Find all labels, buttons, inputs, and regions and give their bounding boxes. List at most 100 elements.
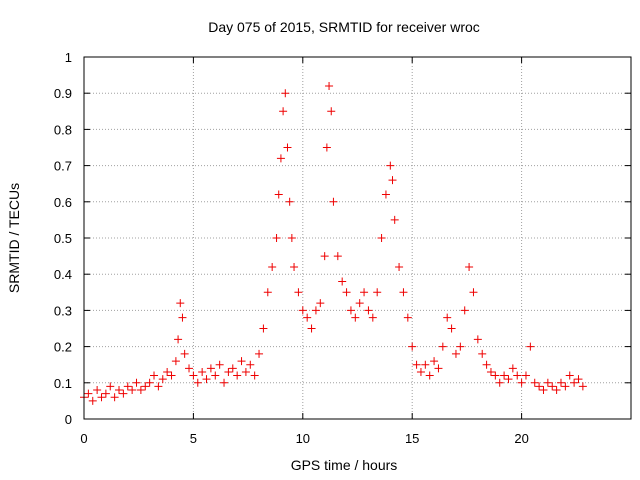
- data-point: [123, 382, 132, 391]
- data-point: [198, 367, 207, 376]
- data-point: [574, 375, 583, 384]
- data-point: [274, 190, 283, 199]
- data-point: [202, 375, 211, 384]
- data-point: [307, 324, 316, 333]
- data-point: [233, 371, 242, 380]
- data-point: [220, 378, 229, 387]
- data-point: [434, 364, 443, 373]
- data-point: [578, 382, 587, 391]
- data-point: [478, 349, 487, 358]
- data-point: [395, 262, 404, 271]
- data-point: [158, 375, 167, 384]
- data-point: [285, 197, 294, 206]
- data-point: [283, 143, 292, 152]
- data-point: [399, 288, 408, 297]
- data-point: [570, 378, 579, 387]
- data-point: [465, 262, 474, 271]
- data-point: [460, 306, 469, 315]
- data-point: [416, 367, 425, 376]
- data-point: [303, 313, 312, 322]
- data-point: [565, 371, 574, 380]
- data-point: [482, 360, 491, 369]
- y-tick-label: 0.8: [54, 122, 72, 137]
- data-point: [329, 197, 338, 206]
- data-point: [290, 262, 299, 271]
- data-point: [556, 378, 565, 387]
- data-point: [141, 382, 150, 391]
- data-point: [287, 234, 296, 242]
- x-tick-label: 0: [80, 431, 87, 446]
- data-point: [237, 357, 246, 366]
- data-point: [167, 371, 176, 380]
- y-tick-label: 0.6: [54, 195, 72, 210]
- y-tick-label: 0.7: [54, 159, 72, 174]
- data-point: [443, 313, 452, 322]
- y-tick-label: 0.3: [54, 303, 72, 318]
- data-point: [193, 378, 202, 387]
- y-axis-label: SRMTID / TECUs: [6, 183, 22, 293]
- data-point: [513, 371, 522, 380]
- chart-title: Day 075 of 2015, SRMTID for receiver wro…: [208, 19, 480, 35]
- data-point: [535, 382, 544, 391]
- data-point: [421, 360, 430, 369]
- data-point: [178, 313, 187, 322]
- x-tick-label: 15: [405, 431, 419, 446]
- data-point: [412, 360, 421, 369]
- y-tick-label: 0.2: [54, 340, 72, 355]
- data-point: [88, 396, 97, 405]
- data-point: [93, 386, 102, 395]
- data-point: [106, 382, 115, 391]
- data-point: [84, 389, 93, 398]
- data-point: [101, 389, 110, 398]
- data-point: [351, 313, 360, 322]
- data-point: [215, 360, 224, 369]
- data-point: [272, 234, 281, 242]
- x-axis-label: GPS time / hours: [291, 457, 398, 473]
- data-point: [136, 386, 145, 395]
- y-axis-ticks: 0 0.1 0.2 0.3 0.4 0.5 0.6 0.7 0.8 0.9 1: [54, 50, 631, 427]
- plot-frame: [83, 56, 632, 420]
- data-point: [174, 335, 183, 344]
- y-tick-label: 0.1: [54, 376, 72, 391]
- data-point: [438, 342, 447, 351]
- data-point: [316, 299, 325, 308]
- data-point: [386, 161, 395, 170]
- data-point: [355, 299, 364, 308]
- data-point: [500, 371, 509, 380]
- data-point: [495, 378, 504, 387]
- y-tick-label: 1: [65, 50, 72, 65]
- data-point: [119, 389, 128, 398]
- data-point: [543, 378, 552, 387]
- data-point: [180, 349, 189, 358]
- grid: [84, 57, 631, 419]
- data-point: [128, 386, 137, 395]
- data-point: [294, 288, 303, 297]
- data-point: [176, 299, 185, 308]
- data-point: [115, 386, 124, 395]
- y-tick-label: 0.4: [54, 267, 72, 282]
- data-point: [276, 154, 285, 163]
- data-point: [279, 107, 288, 116]
- data-point: [526, 342, 535, 351]
- data-point: [530, 378, 539, 387]
- data-point: [145, 378, 154, 387]
- data-point: [322, 143, 331, 152]
- data-point: [255, 349, 264, 358]
- data-point: [228, 364, 237, 373]
- data-point: [311, 306, 320, 315]
- data-point: [338, 277, 347, 286]
- data-point: [171, 357, 180, 366]
- data-point: [333, 252, 342, 261]
- data-point: [154, 382, 163, 391]
- data-point: [325, 81, 334, 90]
- data-point: [259, 324, 268, 333]
- data-point: [403, 313, 412, 322]
- data-point: [486, 367, 495, 376]
- data-point: [327, 107, 336, 116]
- data-point: [508, 364, 517, 373]
- x-tick-label: 5: [190, 431, 197, 446]
- data-point: [320, 252, 329, 261]
- data-point: [473, 335, 482, 344]
- data-points: [80, 81, 587, 405]
